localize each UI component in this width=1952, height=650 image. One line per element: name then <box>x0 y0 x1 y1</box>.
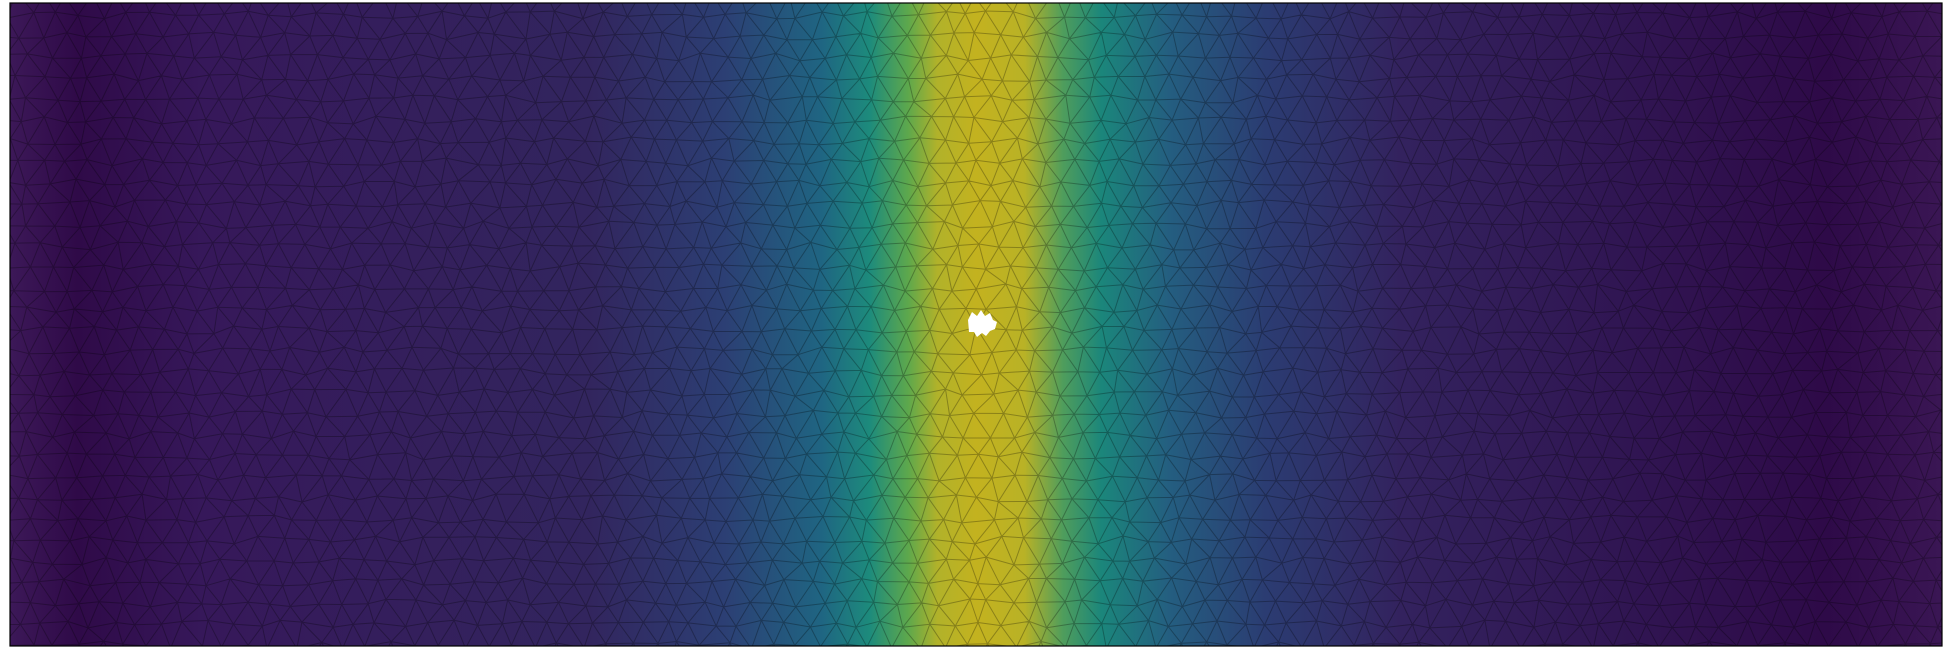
border <box>9 2 1943 647</box>
hole <box>968 310 997 337</box>
